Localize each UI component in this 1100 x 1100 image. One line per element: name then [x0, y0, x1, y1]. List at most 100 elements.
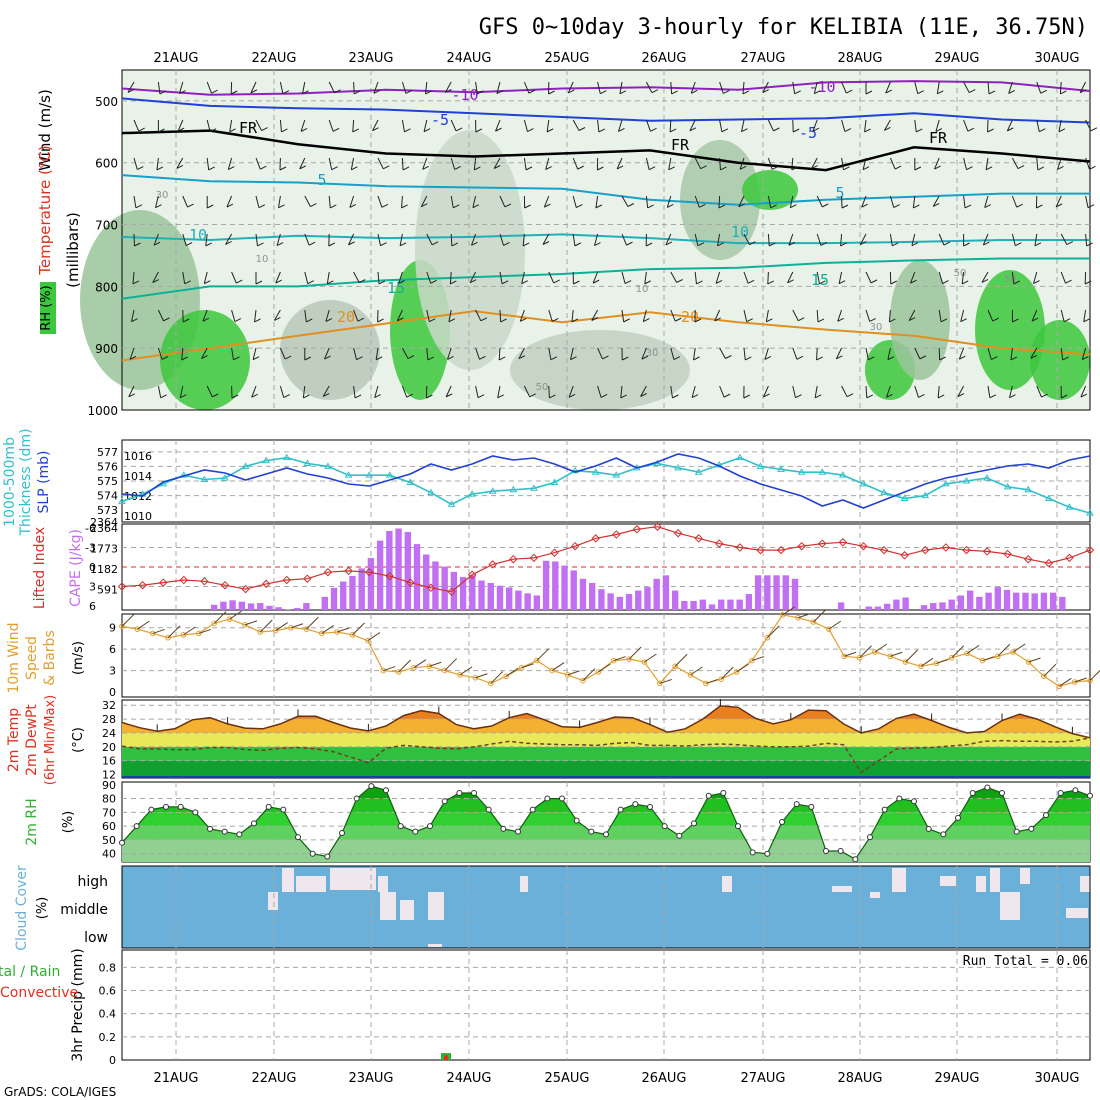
cape-bar	[561, 565, 568, 610]
rh-marker	[808, 803, 815, 810]
wind-barb	[127, 81, 135, 93]
wind-barb	[304, 309, 307, 322]
wind-barb-flag	[202, 317, 210, 322]
surface-wind-barb	[613, 656, 626, 662]
wind-barb	[743, 233, 750, 245]
surface-wind-barb	[997, 643, 1011, 657]
precip-tick: 0.8	[99, 961, 117, 974]
li-tick: -6	[85, 522, 96, 535]
wind-speed-marker	[1010, 649, 1016, 655]
wind-barb	[328, 81, 335, 94]
wind-barb-flag	[377, 318, 384, 323]
wind-barb-flag	[208, 166, 215, 171]
isotherm-label: 20	[337, 308, 355, 326]
wind-barb	[182, 233, 187, 246]
wind-barb	[670, 271, 678, 283]
wind-barb-flag	[868, 356, 875, 361]
wind-barb-flag	[749, 241, 756, 246]
surface-wind-barb	[352, 622, 365, 636]
rh-marker	[691, 820, 697, 827]
wind-barb	[398, 271, 403, 284]
wind-barb	[353, 81, 355, 95]
cloud-level-high: high	[77, 874, 108, 890]
wind-barb	[767, 195, 772, 208]
li-tick: 6	[89, 600, 96, 613]
wind-barb	[231, 309, 236, 322]
wind-barb-flag	[404, 128, 411, 133]
wind-barb	[299, 157, 306, 170]
li-marker	[344, 566, 353, 576]
wind-speed-marker	[441, 667, 448, 674]
temp-band	[122, 705, 1090, 720]
wind-barb-flag	[969, 89, 976, 94]
wind-barb-flag	[308, 241, 316, 246]
wind-barb-flag	[325, 318, 333, 322]
wind-barb-flag	[597, 166, 604, 171]
temp-tick: 16	[102, 755, 116, 768]
wind-barb	[592, 271, 599, 284]
wind-barb-flag	[135, 204, 143, 209]
thickness-marker	[777, 465, 785, 472]
surface-wind-barb	[736, 663, 749, 673]
wind-speed-marker	[426, 663, 433, 670]
rh-marker	[353, 795, 360, 802]
cape-bar	[727, 599, 734, 610]
cape-bar	[966, 590, 974, 610]
wind-barb	[789, 195, 794, 208]
surface-wind-barb	[828, 620, 842, 630]
wind-barb-flag	[862, 166, 870, 171]
thickness-marker	[674, 463, 682, 471]
wind-barb-flag	[180, 394, 187, 399]
wind-barb	[518, 347, 525, 359]
thickness-marker	[282, 453, 291, 461]
wind-barb	[792, 309, 799, 321]
wind-barb	[322, 385, 330, 397]
wind-speed-marker	[1041, 673, 1047, 680]
wind-barb	[157, 81, 161, 94]
surface-wind-barb	[306, 616, 319, 630]
surface-wind-barb	[505, 667, 519, 677]
wind-barb	[567, 81, 574, 94]
wind-barb-flag	[620, 394, 627, 399]
rh-marker	[456, 790, 463, 797]
rh-marker	[779, 819, 785, 825]
wind-barb-flag	[479, 355, 486, 360]
wind-barb-flag	[763, 393, 770, 398]
wind-barb-flag	[571, 318, 579, 323]
cloud-gap	[296, 876, 326, 892]
surface-wind-barb	[183, 626, 196, 636]
wind-barb	[1036, 119, 1040, 132]
wind-barb	[499, 271, 503, 284]
wind-speed-marker	[687, 672, 694, 678]
wind-barb	[374, 385, 379, 398]
wind-barb-flag	[723, 89, 730, 94]
wind-barb-flag	[819, 280, 826, 285]
li-marker	[488, 560, 497, 569]
li-marker	[735, 543, 745, 552]
wind-barb-flag	[618, 128, 625, 132]
surface-wind-barb	[336, 627, 350, 633]
wind-barb-flag	[274, 316, 281, 321]
surface-wind-barb	[275, 622, 288, 631]
thickness-marker	[221, 474, 229, 481]
rh-marker	[705, 792, 712, 799]
date-label-bottom: 23AUG	[348, 1071, 393, 1086]
wind-barb-flag	[1016, 203, 1023, 208]
wind-barb	[542, 233, 550, 245]
cape-bar	[1049, 592, 1057, 610]
rh-marker	[412, 828, 419, 835]
surface-wind-barb	[152, 628, 165, 634]
wind-barb-flag	[163, 317, 170, 322]
temp-band	[122, 732, 1090, 747]
wind-barb-flag	[644, 280, 651, 285]
wind-speed-marker	[764, 634, 771, 641]
wind-barb-flag	[348, 241, 355, 246]
rh-marker	[529, 806, 536, 813]
wind-barb	[889, 195, 895, 208]
wind-speed-marker	[487, 680, 494, 687]
rh-marker	[221, 828, 228, 835]
wind-barb-flag	[134, 242, 141, 247]
wind-barb-flag	[1008, 89, 1015, 94]
wind-barb	[475, 81, 478, 94]
wind-barb-flag	[742, 90, 750, 95]
